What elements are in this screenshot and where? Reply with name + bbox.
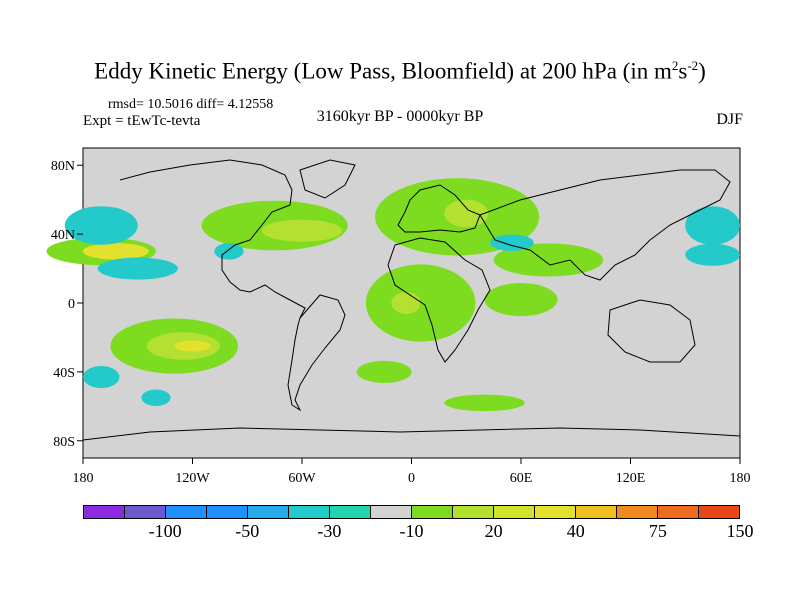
colorbar (83, 505, 740, 519)
lon-tick-label: 180 (73, 471, 94, 486)
coast-africa (387, 237, 491, 363)
colorbar-cell (699, 506, 739, 518)
lat-tick-label: 80N (51, 159, 75, 174)
region-europe-core (444, 199, 489, 228)
region-asia-cyan (489, 234, 534, 251)
lon-tick-label: 0 (408, 471, 415, 486)
colorbar-cell (453, 506, 494, 518)
colorbar-cell (330, 506, 371, 518)
region-n-pacific-core (83, 243, 149, 260)
colorbar-cell (412, 506, 453, 518)
season-label: DJF (716, 111, 743, 128)
colorbar-label: 75 (648, 521, 667, 541)
colorbar-cell (371, 506, 412, 518)
lon-tick-label: 60E (510, 471, 533, 486)
coast-antarctica (82, 427, 741, 441)
colorbar-label: 150 (726, 521, 754, 541)
coast-australia (607, 299, 696, 363)
colorbar-cell (207, 506, 248, 518)
colorbar-cell (494, 506, 535, 518)
region-n-atlantic-core (261, 219, 343, 242)
region-africa-band (365, 264, 476, 342)
map-ticks: 180 120W 60W 0 60E 120E 180 80N 40N 0 40S 80S (51, 159, 751, 486)
region-s-america-cyan (141, 389, 171, 406)
coastlines (82, 159, 741, 441)
coast-europe (397, 184, 481, 233)
region-pacific-cyan-1 (64, 206, 138, 245)
region-s-ocean-band (444, 394, 525, 412)
colorbar-cell (535, 506, 576, 518)
colorbar-cell (576, 506, 617, 518)
colorbar-label: -10 (399, 521, 424, 541)
lat-tick-label: 0 (68, 297, 75, 312)
colorbar-cell (658, 506, 699, 518)
lat-tick-label: 40S (53, 366, 75, 381)
anomaly-regions (46, 178, 740, 412)
colorbar-label: -30 (317, 521, 342, 541)
lon-tick-label: 180 (730, 471, 751, 486)
region-africa-core (391, 291, 421, 315)
coast-north-america (119, 159, 306, 319)
region-s-atlantic-band (356, 360, 412, 383)
lon-tick-label: 120W (175, 471, 210, 486)
region-pacific-cyan-4 (685, 243, 740, 266)
lon-tick-label: 60W (288, 471, 316, 486)
region-atlantic-cyan (214, 243, 244, 260)
region-indian-band (484, 283, 558, 317)
region-asia-band (493, 243, 604, 277)
coast-greenland (299, 159, 356, 199)
colorbar-cell (248, 506, 289, 518)
region-pacific-cyan-2 (97, 257, 178, 280)
period-label: 3160kyr BP - 0000kyr BP (316, 108, 484, 125)
colorbar-label: -50 (235, 521, 260, 541)
stats-label: rmsd= 10.5016 diff= 4.12558 (108, 97, 274, 112)
colorbar-label: 20 (484, 521, 503, 541)
coast-asia (479, 169, 731, 281)
colorbar-cell (84, 506, 125, 518)
lat-tick-label: 40N (51, 228, 75, 243)
experiment-label: Expt = tEwTc-tevta (83, 113, 201, 129)
region-pacific-cyan-3 (685, 206, 740, 245)
region-s-pacific-cyan (83, 366, 120, 389)
colorbar-label: -100 (148, 521, 182, 541)
colorbar-cell (166, 506, 207, 518)
lat-tick-label: 80S (53, 435, 75, 450)
lon-tick-label: 120E (616, 471, 646, 486)
coast-south-america (287, 294, 346, 412)
figure-title: Eddy Kinetic Energy (Low Pass, Bloomfiel… (94, 58, 706, 84)
colorbar-cell (125, 506, 166, 518)
colorbar-label: 40 (566, 521, 585, 541)
region-s-pacific-inner (174, 340, 211, 352)
colorbar-cell (289, 506, 330, 518)
colorbar-cell (617, 506, 658, 518)
